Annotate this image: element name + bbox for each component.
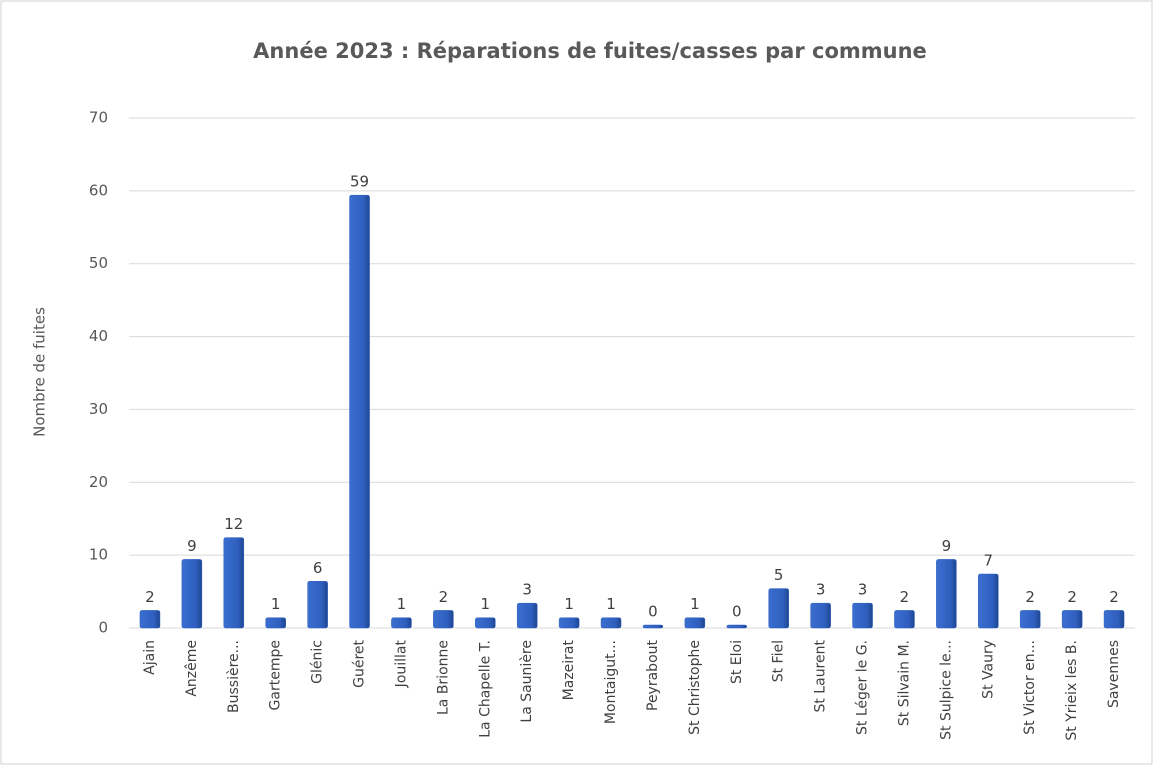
y-tick-label: 30 [89,400,108,418]
data-label: 3 [522,581,532,599]
x-tick-label: St Fiel [771,640,787,682]
x-tick-label: St Silvain M. [896,640,912,726]
chart-title: Année 2023 : Réparations de fuites/casse… [253,39,927,63]
x-tick-label: Montaigut... [603,640,619,724]
data-label: 2 [1025,588,1035,606]
x-tick-label: Anzême [184,640,200,697]
data-label: 3 [858,581,868,599]
x-tick-label: Peyrabout [645,639,661,711]
y-tick-label: 0 [98,619,108,637]
data-label: 1 [690,595,700,613]
x-tick-label: St Sulpice le... [938,640,954,740]
bar [978,573,999,629]
y-tick-label: 60 [89,181,108,199]
bar [852,602,873,629]
bar [642,624,664,629]
y-tick-label: 10 [89,546,108,564]
bar [936,559,957,629]
bar [307,581,328,629]
x-tick-label: La Chapelle T. [477,640,493,738]
x-tick-label: St Victor en... [1022,640,1038,735]
x-tick-label: St Christophe [687,640,703,735]
data-label: 1 [481,595,491,613]
data-label: 2 [900,588,910,606]
data-label: 2 [439,588,449,606]
bar [391,617,412,629]
bar [181,559,203,629]
data-label: 9 [942,537,952,555]
data-label: 7 [984,552,994,570]
y-tick-label: 40 [89,327,108,345]
bar [558,617,580,629]
data-label: 1 [397,595,407,613]
bar [139,610,161,629]
x-tick-label: St Laurent [813,640,829,713]
data-label: 2 [1067,588,1077,606]
data-label: 6 [313,559,323,577]
data-label: 59 [350,173,369,191]
bar [726,624,748,629]
data-label: 2 [145,588,155,606]
bar [223,537,245,629]
bar [516,602,538,629]
y-tick-label: 70 [89,109,108,127]
y-tick-label: 20 [89,473,108,491]
data-label: 3 [816,581,826,599]
x-tick-label: Bussière... [226,640,242,713]
data-label: 1 [606,595,616,613]
x-tick-label: Guéret [352,639,368,687]
x-tick-label: La Saunière [519,640,535,723]
x-tick-label: St Yrieix les B. [1064,640,1080,741]
x-tick-label: Savennes [1106,640,1122,708]
bar [810,602,831,629]
x-tick-label: La Brionne [435,640,451,715]
x-tick-label: St Vaury [980,640,996,699]
bar [600,617,622,629]
bar [265,617,286,629]
data-label: 0 [648,603,658,621]
x-tick-label: Glénic [310,640,326,684]
data-label: 12 [224,515,243,533]
data-label: 1 [271,595,281,613]
x-tick-label: St Léger le G. [855,640,871,735]
y-tick-label: 50 [89,254,108,272]
y-axis-label: Nombre de fuites [31,307,49,437]
x-tick-label: St Eloi [729,640,745,684]
data-label: 9 [187,537,197,555]
bar [1061,610,1083,629]
data-label: 0 [732,603,742,621]
x-tick-label: Mazeirat [561,639,577,700]
bar [684,617,706,629]
bar [1103,610,1125,629]
bar [433,610,454,629]
bar [894,610,915,629]
x-tick-label: Gartempe [268,640,284,710]
bar [768,588,789,629]
x-tick-label: Jouillat [393,639,409,688]
data-label: 1 [564,595,574,613]
bar [475,617,496,629]
bar [349,194,370,629]
bar [1019,610,1041,629]
x-tick-label: Ajain [142,640,158,675]
data-label: 5 [774,566,784,584]
data-label: 2 [1109,588,1119,606]
